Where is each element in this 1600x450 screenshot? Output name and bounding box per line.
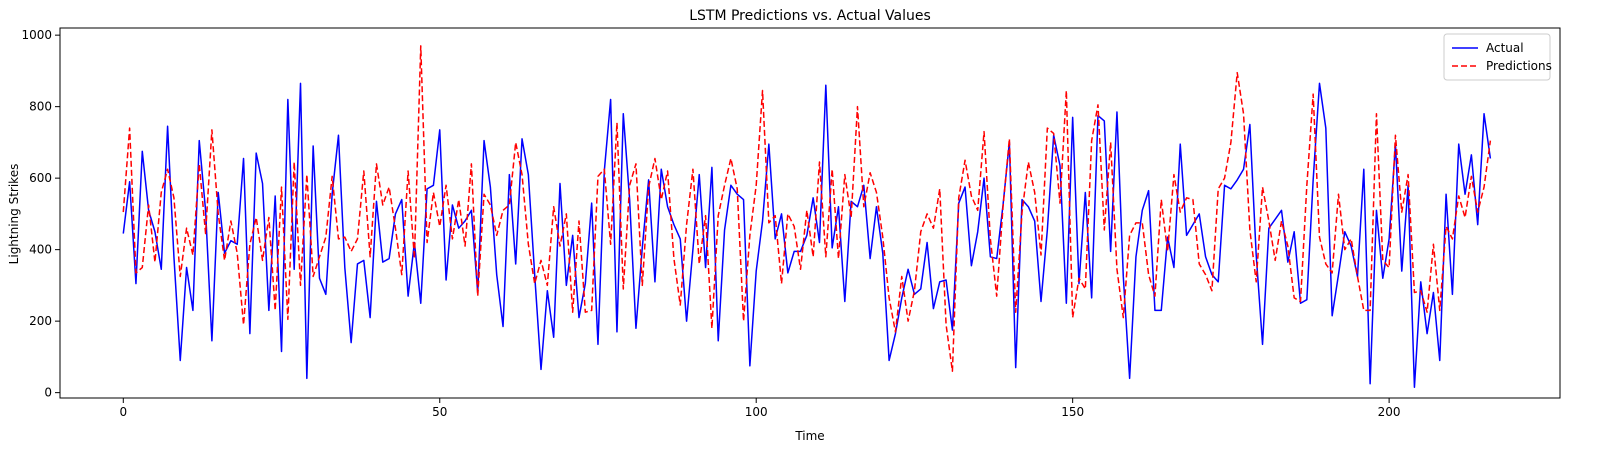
y-axis-label: Lightning Strikes: [7, 164, 21, 265]
series-line-actual: [122, 82, 1492, 389]
y-axis: 0 200 400 600 800 1000: [21, 28, 60, 400]
series-line-predictions: [122, 45, 1492, 372]
x-tick-label: 0: [119, 405, 127, 419]
legend-label-actual: Actual: [1486, 41, 1524, 55]
y-tick-label: 200: [29, 314, 52, 328]
y-tick-label: 600: [29, 171, 52, 185]
x-axis-label: Time: [794, 429, 824, 443]
y-tick-label: 800: [29, 100, 52, 114]
chart-title: LSTM Predictions vs. Actual Values: [689, 8, 931, 24]
plot-frame: [59, 27, 1561, 399]
legend-label-predictions: Predictions: [1486, 59, 1552, 73]
y-tick-label: 400: [29, 243, 52, 257]
y-tick-label: 0: [44, 386, 52, 400]
x-tick-label: 200: [1378, 405, 1401, 419]
x-tick-label: 150: [1061, 405, 1084, 419]
x-axis: 0 50 100 150 200: [119, 398, 1401, 419]
plot-area: [59, 27, 1561, 399]
x-tick-label: 100: [745, 405, 768, 419]
legend: Actual Predictions: [1443, 33, 1552, 81]
y-tick-label: 1000: [21, 28, 52, 42]
x-tick-label: 50: [432, 405, 447, 419]
legend-box: [1443, 33, 1551, 81]
